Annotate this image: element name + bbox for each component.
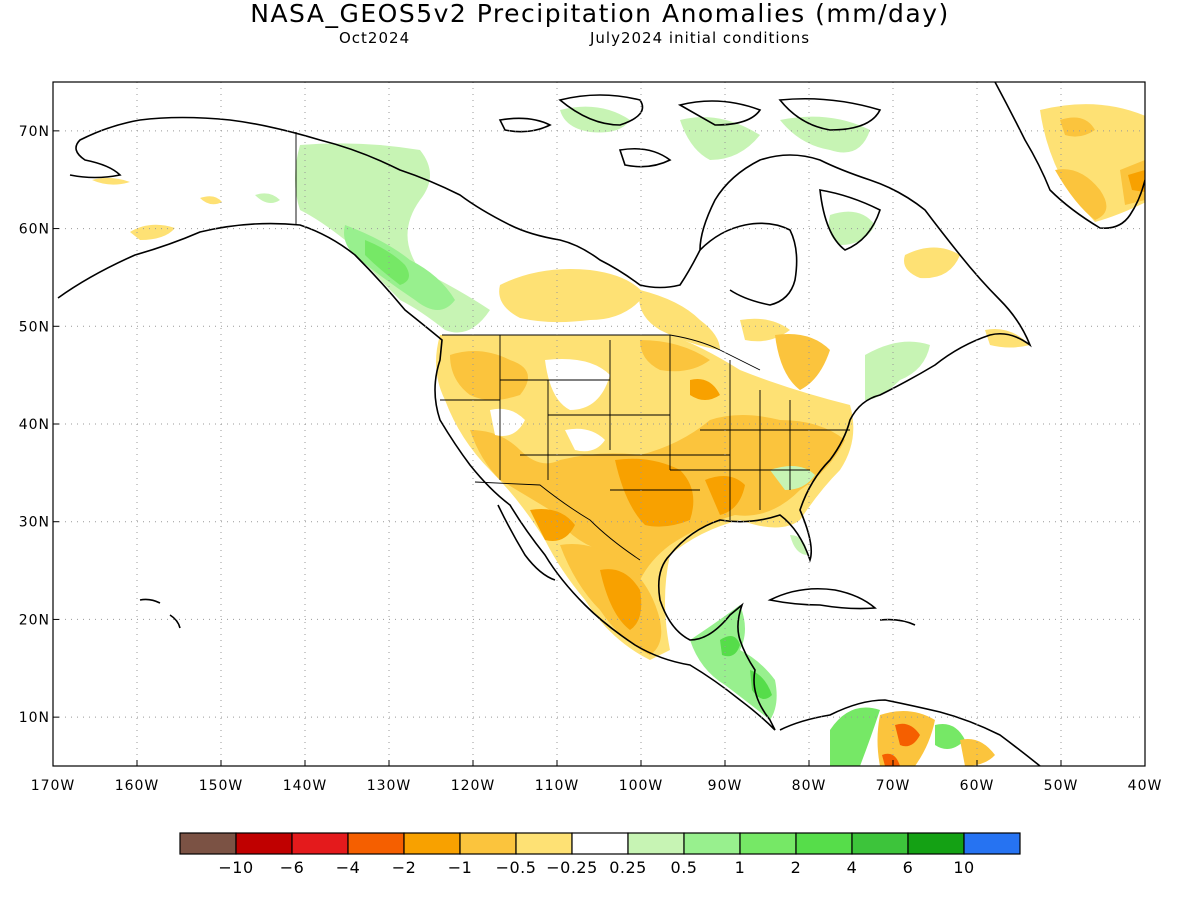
colorbar-label: −6 — [280, 858, 305, 877]
anomaly-quebec-dry — [904, 247, 1030, 348]
border-us-mexico — [474, 481, 641, 561]
lat-tick-label: 10N — [19, 710, 50, 726]
lon-tick-label: 90W — [708, 778, 743, 794]
lon-tick-label: 170W — [31, 778, 76, 794]
colorbar-swatch — [963, 832, 1021, 855]
colorbar-label: −10 — [218, 858, 253, 877]
map-title: NASA_GEOS5v2 Precipitation Anomalies (mm… — [250, 0, 950, 28]
lon-tick-label: 80W — [792, 778, 827, 794]
colorbar-swatch — [179, 832, 237, 855]
anomaly-usa-neutral-3 — [565, 428, 605, 452]
anomaly-central-america-wet — [690, 605, 777, 720]
coastline-hawaii — [139, 598, 181, 629]
colorbar-swatch — [291, 832, 349, 855]
anomaly-nw-canada-wet — [295, 143, 490, 333]
anomaly-mexico-driest — [600, 569, 642, 630]
anomaly-greenland-driest — [1128, 170, 1145, 192]
lon-tick-label: 100W — [619, 778, 664, 794]
lat-tick-label: 50N — [19, 319, 50, 335]
colorbar-label: −1 — [448, 858, 473, 877]
anomaly-alaska-dry-3 — [92, 177, 130, 185]
colorbar-swatch — [683, 832, 741, 855]
anomaly-sa-wet — [830, 707, 965, 766]
lat-tick-label: 60N — [19, 222, 50, 238]
colorbar-label: −0.25 — [546, 858, 598, 877]
anomaly-bc-coast-wet — [365, 240, 409, 285]
anomaly-usa-neutral-1 — [490, 408, 525, 436]
forecast-month: Oct2024 — [339, 29, 411, 47]
anomaly-sa-drier — [882, 723, 920, 766]
colorbar-label: 2 — [791, 858, 802, 877]
anomaly-central-america-wetter — [720, 636, 772, 699]
lon-tick-label: 150W — [199, 778, 244, 794]
lon-tick-label: 120W — [451, 778, 496, 794]
colorbar-label: −2 — [392, 858, 417, 877]
lat-tick-label: 70N — [19, 124, 50, 140]
colorbar-swatch — [459, 832, 517, 855]
lon-tick-label: 40W — [1128, 778, 1163, 794]
axis-labels: 70N 60N 50N 40N 30N 20N 10N 170W 160W 150W 140W 130… — [19, 124, 1163, 794]
colorbar-swatch — [907, 832, 965, 855]
colorbar-swatch — [795, 832, 853, 855]
state-borders — [440, 335, 850, 520]
anomaly-prairies-dry — [499, 269, 645, 323]
lon-tick-label: 60W — [960, 778, 995, 794]
political-borders — [295, 132, 850, 561]
coastline-south-america — [779, 699, 1041, 766]
lat-tick-label: 40N — [19, 417, 50, 433]
anomaly-alaska-dry-1 — [130, 224, 175, 240]
anomaly-fields — [92, 104, 1145, 766]
lon-tick-label: 160W — [115, 778, 160, 794]
colorbar-swatch — [627, 832, 685, 855]
colorbar-swatch — [571, 832, 629, 855]
lon-tick-label: 50W — [1044, 778, 1079, 794]
anomaly-south-plains-driest — [530, 379, 745, 541]
coastline-cuba — [767, 587, 916, 626]
lon-tick-label: 130W — [367, 778, 412, 794]
anomaly-arctic-wet — [255, 106, 875, 246]
coastlines — [57, 82, 1145, 766]
anomaly-southeast-wet — [770, 466, 815, 555]
colorbar-label: −4 — [336, 858, 361, 877]
coastline-baja — [497, 504, 556, 581]
lat-tick-label: 30N — [19, 515, 50, 531]
lon-tick-label: 140W — [283, 778, 328, 794]
colorbar-label: 6 — [903, 858, 914, 877]
colorbar: −10 −6 −4 −2 −1 −0.5 −0.25 0.25 0.5 1 2 4 6 10 — [179, 832, 1021, 877]
colorbar-swatch — [347, 832, 405, 855]
colorbar-label: 4 — [847, 858, 858, 877]
colorbar-label: 0.25 — [609, 858, 647, 877]
lon-tick-label: 70W — [876, 778, 911, 794]
coastline-hudson-bay — [699, 222, 798, 306]
initial-conditions: July2024 initial conditions — [590, 29, 811, 47]
colorbar-swatch — [403, 832, 461, 855]
colorbar-swatch — [739, 832, 797, 855]
lon-tick-label: 110W — [535, 778, 580, 794]
anomaly-greatlakes-drier — [775, 334, 830, 390]
anomaly-ne-wet — [865, 341, 930, 400]
colorbar-label: 1 — [735, 858, 746, 877]
anomaly-ontario-dry — [639, 290, 790, 350]
colorbar-swatch — [851, 832, 909, 855]
anomaly-usa-neutral-2 — [545, 359, 610, 410]
anomaly-alaska-dry-2 — [200, 196, 222, 205]
colorbar-swatch — [515, 832, 573, 855]
coastline-greenland — [994, 82, 1145, 230]
colorbar-label: −0.5 — [496, 858, 537, 877]
coastline-north-america — [57, 116, 1032, 731]
lat-tick-label: 20N — [19, 612, 50, 628]
colorbar-label: 0.5 — [671, 858, 698, 877]
gridlines — [53, 82, 1145, 766]
colorbar-label: 10 — [953, 858, 974, 877]
anomaly-greenland-drier — [1055, 117, 1145, 220]
colorbar-swatch — [235, 832, 293, 855]
